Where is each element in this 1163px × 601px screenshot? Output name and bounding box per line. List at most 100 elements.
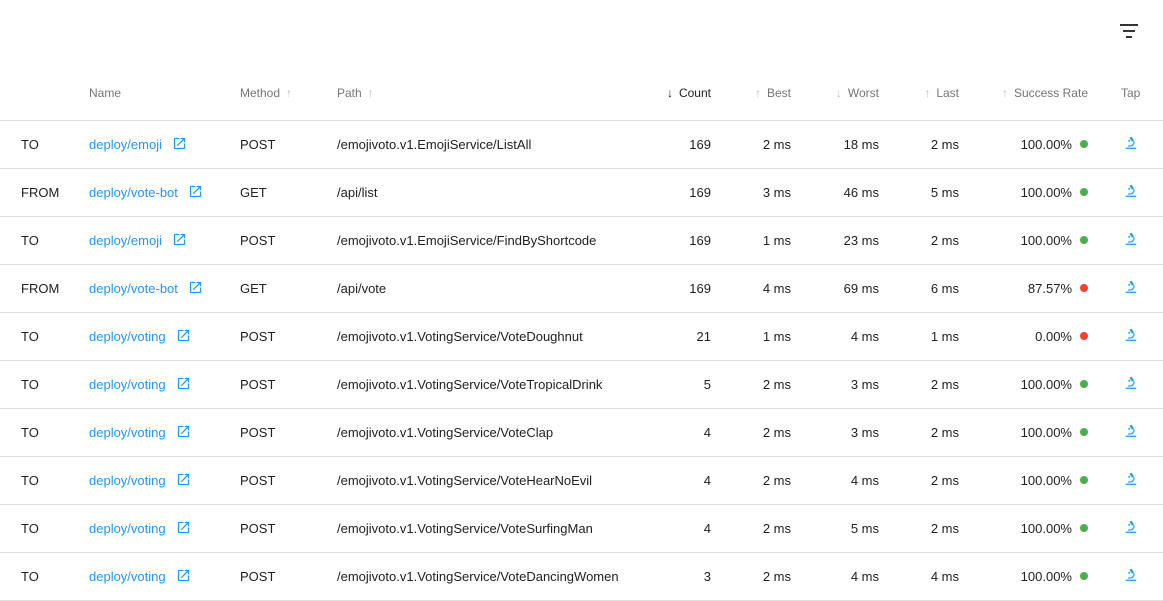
header-success-rate[interactable]: ↑ Success Rate [959,67,1088,121]
open-in-new-icon[interactable] [176,328,191,343]
success-rate-cell: 0.00% [959,312,1088,361]
open-in-new-icon[interactable] [188,280,203,295]
name-cell: deploy/vote-bot [89,168,240,217]
status-dot [1080,427,1088,436]
success-rate-cell: 100.00% [959,408,1088,457]
direction-cell: TO [0,552,89,601]
resource-link[interactable]: deploy/emoji [89,233,162,248]
count-cell: 169 [637,120,711,169]
resource-link[interactable]: deploy/voting [89,329,166,344]
method-cell: POST [240,408,337,457]
success-rate-cell: 100.00% [959,216,1088,265]
count-cell: 169 [637,168,711,217]
success-rate-cell: 100.00% [959,504,1088,553]
success-rate-value: 100.00% [1020,184,1072,200]
path-cell: /emojivoto.v1.VotingService/VoteTropical… [337,360,637,409]
success-rate-value: 100.00% [1020,520,1072,536]
header-label: Best [766,86,791,101]
success-rate-cell: 100.00% [959,360,1088,409]
last-cell: 2 ms [879,216,959,265]
direction-cell: FROM [0,264,89,313]
header-worst[interactable]: ↓ Worst [791,67,879,121]
success-rate-cell: 100.00% [959,456,1088,505]
success-rate-value: 100.00% [1020,376,1072,392]
table-row: TO deploy/voting POST /emojivoto.v1.Voti… [0,504,1163,553]
open-in-new-icon[interactable] [176,520,191,535]
top-routes-table: Name Method ↑ Path ↑ ↓ Count ↑ Best ↓ Worst ↑… [0,67,1163,601]
header-label: Success Rate [1013,86,1088,101]
last-cell: 6 ms [879,264,959,313]
microscope-tap-icon[interactable] [1124,424,1138,438]
table-row: FROM deploy/vote-bot GET /api/list 169 3… [0,168,1163,217]
open-in-new-icon[interactable] [176,472,191,487]
header-row: Name Method ↑ Path ↑ ↓ Count ↑ Best ↓ Worst ↑… [0,67,1163,121]
open-in-new-icon[interactable] [176,424,191,439]
status-dot [1080,331,1088,340]
arrow-down-icon: ↓ [835,86,842,101]
microscope-tap-icon[interactable] [1124,520,1138,534]
resource-link[interactable]: deploy/voting [89,569,166,584]
path-cell: /api/list [337,168,637,217]
microscope-tap-icon[interactable] [1124,232,1138,246]
arrow-down-icon: ↓ [666,86,673,101]
open-in-new-icon[interactable] [172,232,187,247]
tap-cell [1088,120,1163,169]
status-dot [1080,283,1088,292]
resource-link[interactable]: deploy/vote-bot [89,281,178,296]
microscope-tap-icon[interactable] [1124,376,1138,390]
count-cell: 4 [637,456,711,505]
count-cell: 3 [637,552,711,601]
open-in-new-icon[interactable] [188,184,203,199]
last-cell: 2 ms [879,408,959,457]
header-path[interactable]: Path ↑ [337,67,637,121]
best-cell: 2 ms [711,120,791,169]
best-cell: 2 ms [711,408,791,457]
header-tap: Tap [1088,67,1163,121]
count-cell: 21 [637,312,711,361]
tap-cell [1088,360,1163,409]
resource-link[interactable]: deploy/emoji [89,137,162,152]
open-in-new-icon[interactable] [176,568,191,583]
status-dot [1080,139,1088,148]
resource-link[interactable]: deploy/vote-bot [89,185,178,200]
direction-cell: TO [0,456,89,505]
direction-cell: FROM [0,168,89,217]
status-dot [1080,571,1088,580]
resource-link[interactable]: deploy/voting [89,473,166,488]
last-cell: 2 ms [879,360,959,409]
microscope-tap-icon[interactable] [1124,472,1138,486]
direction-cell: TO [0,408,89,457]
best-cell: 2 ms [711,552,791,601]
tap-cell [1088,456,1163,505]
status-dot [1080,523,1088,532]
success-rate-value: 100.00% [1020,472,1072,488]
header-count[interactable]: ↓ Count [637,67,711,121]
method-cell: POST [240,504,337,553]
open-in-new-icon[interactable] [172,136,187,151]
count-cell: 169 [637,264,711,313]
resource-link[interactable]: deploy/voting [89,425,166,440]
filter-list-icon[interactable] [1118,20,1140,42]
open-in-new-icon[interactable] [176,376,191,391]
microscope-tap-icon[interactable] [1124,568,1138,582]
worst-cell: 5 ms [791,504,879,553]
table-row: TO deploy/voting POST /emojivoto.v1.Voti… [0,312,1163,361]
header-best[interactable]: ↑ Best [711,67,791,121]
header-method[interactable]: Method ↑ [240,67,337,121]
microscope-tap-icon[interactable] [1124,280,1138,294]
resource-link[interactable]: deploy/voting [89,377,166,392]
name-cell: deploy/voting [89,360,240,409]
tap-cell [1088,216,1163,265]
name-cell: deploy/voting [89,552,240,601]
resource-link[interactable]: deploy/voting [89,521,166,536]
worst-cell: 69 ms [791,264,879,313]
worst-cell: 23 ms [791,216,879,265]
microscope-tap-icon[interactable] [1124,136,1138,150]
header-last[interactable]: ↑ Last [879,67,959,121]
microscope-tap-icon[interactable] [1124,328,1138,342]
worst-cell: 46 ms [791,168,879,217]
header-name[interactable]: Name [89,67,240,121]
method-cell: POST [240,120,337,169]
name-cell: deploy/voting [89,504,240,553]
microscope-tap-icon[interactable] [1124,184,1138,198]
